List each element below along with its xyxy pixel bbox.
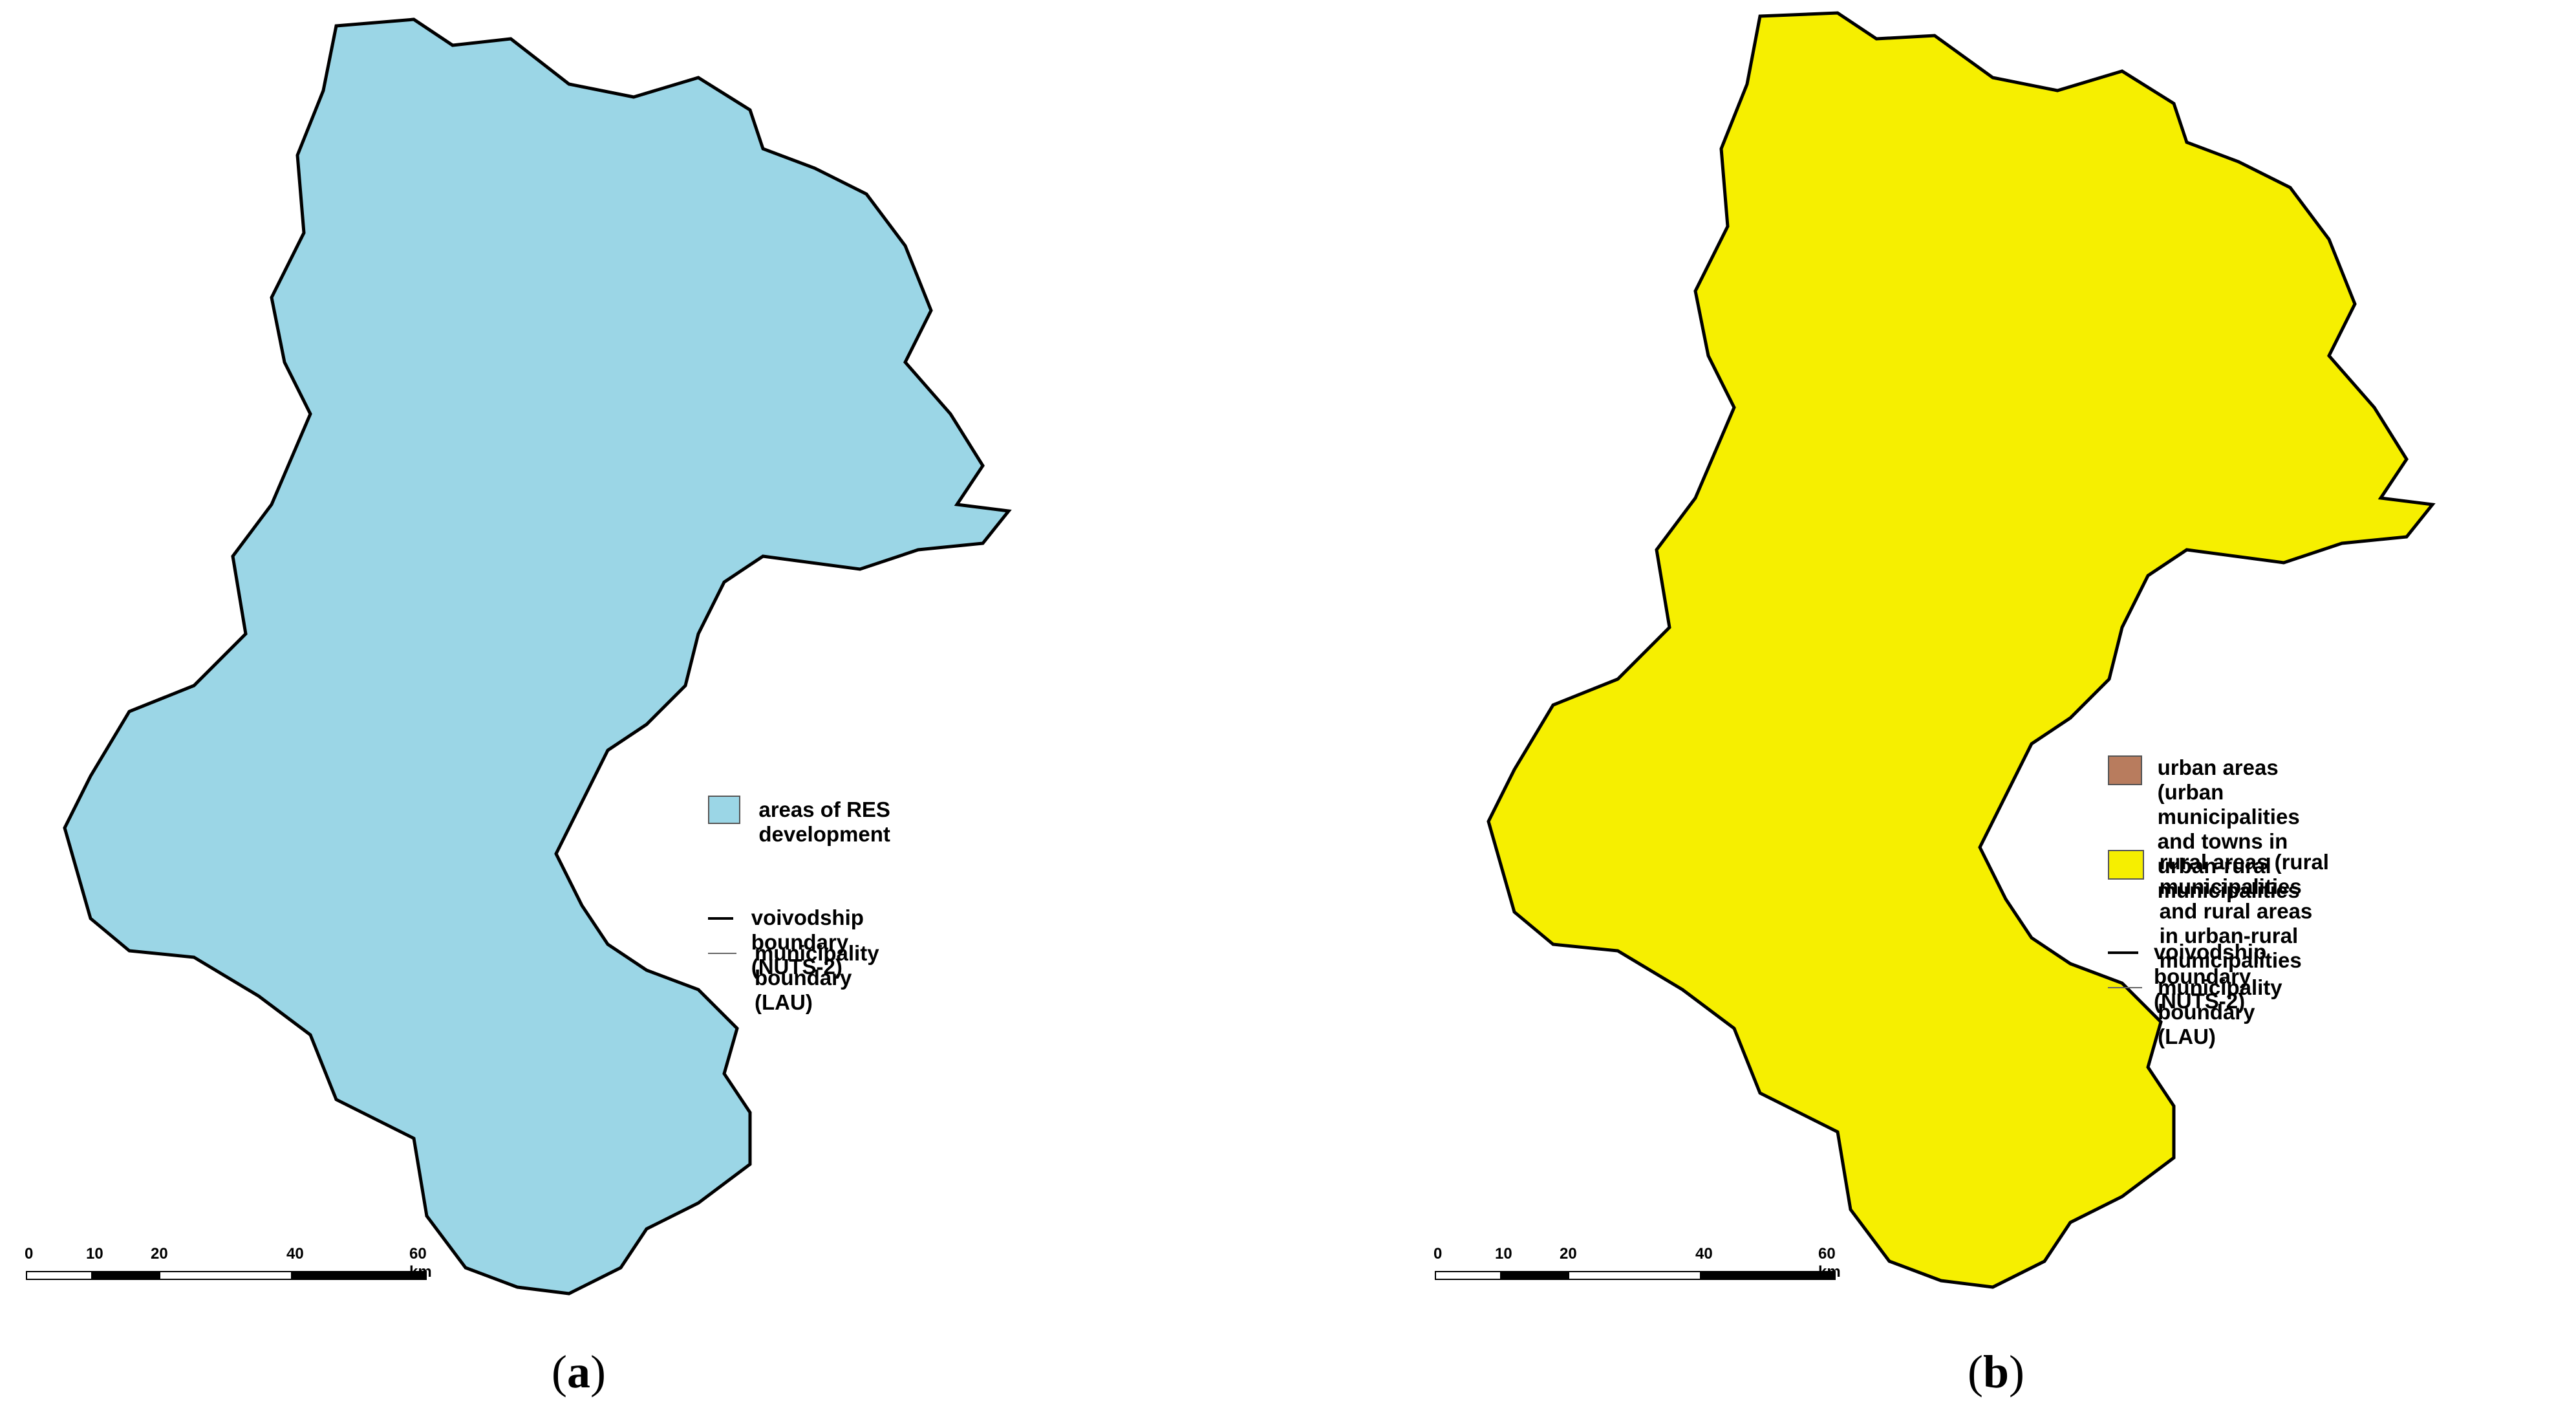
scale-segment [159, 1271, 292, 1280]
scale-segment [1501, 1271, 1568, 1280]
rural-label-line: and rural areas in urban-rural [2159, 899, 2313, 948]
urban-label-line: municipalities [2157, 878, 2300, 902]
scale-label: 40 [286, 1245, 304, 1263]
map-a-canvas [0, 0, 1288, 1421]
legend-item-voivodship-b: voivodship boundary (NUTS-2) [2108, 940, 2301, 1014]
rural-swatch [2108, 850, 2144, 880]
rural-label-line: rural areas (rural municipalities [2159, 850, 2329, 898]
scale-label: 0 [25, 1245, 34, 1263]
scale-segment [1701, 1271, 1836, 1280]
scale-label: 20 [1560, 1245, 1577, 1263]
voivodship-line-symbol [708, 917, 733, 920]
scale-label: 20 [151, 1245, 168, 1263]
res-label: areas of RES development [758, 797, 890, 846]
scale-segment [1568, 1271, 1701, 1280]
scale-bar-b: 0 10 20 40 60 km [1433, 1245, 1847, 1290]
scale-segment [1435, 1271, 1501, 1280]
voivodship-label-a: voivodship boundary (NUTS-2) [751, 906, 864, 979]
legend-item-municipality-b: municipality boundary (LAU) [2108, 975, 2313, 1049]
scale-label: 40 [1695, 1245, 1713, 1263]
rural-label-block: rural areas (rural municipalities and ru… [2160, 850, 2330, 973]
scale-label: 10 [86, 1245, 103, 1263]
scale-label: 10 [1495, 1245, 1512, 1263]
legend-item-voivodship-a: voivodship boundary (NUTS-2) [708, 906, 894, 979]
voivodship-label-b: voivodship boundary (NUTS-2) [2153, 940, 2267, 1013]
map-b-region [1488, 13, 2432, 1287]
voivodship-line-symbol [2108, 951, 2138, 954]
scale-segment [92, 1271, 159, 1280]
scale-segment [292, 1271, 427, 1280]
legend-item-urban: urban areas (urban municipalities and to… [2108, 755, 2330, 903]
municipality-line-symbol [708, 953, 737, 954]
caption-letter-a: a [567, 1346, 590, 1398]
caption-letter-b: b [1982, 1346, 2010, 1398]
res-swatch [708, 796, 741, 824]
urban-label-line: urban areas (urban municipalities [2157, 755, 2300, 829]
urban-label-block: urban areas (urban municipalities and to… [2158, 755, 2330, 903]
urban-label-line: and towns in urban-rural [2157, 829, 2288, 878]
urban-swatch [2108, 755, 2142, 785]
legend-item-res: areas of RES development [708, 796, 913, 847]
rural-label-line: municipalities [2159, 948, 2302, 972]
municipality-line-symbol [2108, 987, 2143, 988]
map-a-region [65, 19, 1009, 1294]
municipality-label-a: municipality boundary (LAU) [755, 941, 879, 1014]
voivodship-boundary-a [65, 19, 1009, 1294]
scale-segment [26, 1271, 92, 1280]
caption-a: (a) [552, 1346, 606, 1398]
municipality-label-b: municipality boundary (LAU) [2158, 975, 2282, 1048]
caption-b: (b) [1967, 1346, 2024, 1398]
voivodship-boundary-b [1488, 13, 2432, 1287]
scale-label: 0 [1433, 1245, 1443, 1263]
map-b-canvas [1288, 0, 2576, 1421]
map-panel-b: urban areas (urban municipalities and to… [1288, 0, 2576, 1421]
scale-bar-a: 0 10 20 40 60 km [25, 1245, 438, 1290]
legend-item-rural: rural areas (rural municipalities and ru… [2108, 850, 2330, 973]
legend-item-municipality-a: municipality boundary (LAU) [708, 941, 906, 1015]
map-panel-a: areas of RES development voivodship boun… [0, 0, 1288, 1421]
